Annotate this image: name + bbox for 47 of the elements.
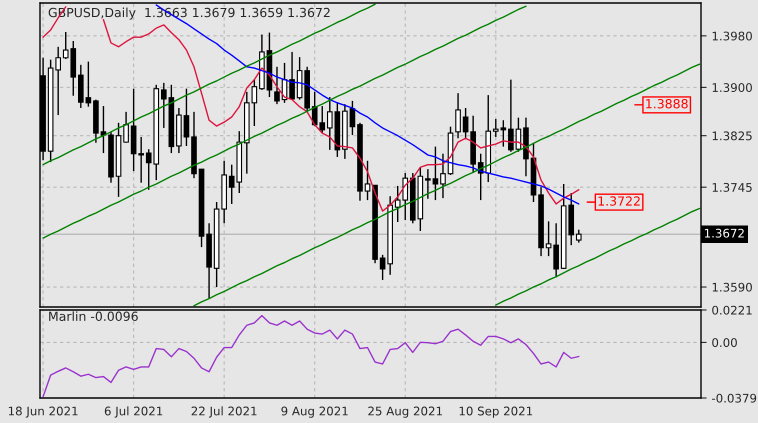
candlestick xyxy=(576,229,582,244)
candlestick xyxy=(492,118,499,138)
y-tick-label: 1.3825 xyxy=(712,131,752,140)
candlestick xyxy=(62,31,69,60)
x-tick-label: 22 Jul 2021 xyxy=(192,406,256,418)
x-tick-label: 6 Jul 2021 xyxy=(104,406,162,418)
candlestick xyxy=(516,116,522,152)
x-tick-label: 10 Sep 2021 xyxy=(460,406,532,418)
line-series xyxy=(495,208,700,306)
candlestick xyxy=(394,185,401,223)
candlestick xyxy=(123,111,129,144)
candlestick xyxy=(350,100,356,136)
y-tick-label: 0.0221 xyxy=(712,306,752,315)
y-tick-label: 0.00 xyxy=(712,338,737,348)
ref-line-label: 1.3672 xyxy=(704,228,744,238)
candlestick xyxy=(553,222,559,278)
candlestick xyxy=(160,82,167,129)
candlestick xyxy=(146,148,152,190)
y-tick-label: 1.3900 xyxy=(712,83,752,92)
line-series xyxy=(42,6,527,239)
candlestick xyxy=(425,168,431,200)
y-tick-label: 1.3980 xyxy=(712,32,752,40)
y-tick-label: -0.0379 xyxy=(712,394,756,403)
candlestick xyxy=(86,60,92,108)
candlestick xyxy=(252,78,258,127)
candlestick xyxy=(432,146,438,201)
chart-title: Marlin -0.0096 xyxy=(49,311,138,321)
line-series xyxy=(193,63,700,306)
y-tick-label: 1.3745 xyxy=(712,182,752,192)
candlestick xyxy=(326,96,333,151)
annotation: 1.3722 xyxy=(598,196,640,206)
x-tick-label: 9 Aug 2021 xyxy=(281,406,348,418)
candlestick xyxy=(228,164,235,205)
candlestick xyxy=(55,46,61,116)
x-tick-label: 18 Jun 2021 xyxy=(8,406,78,418)
candlestick xyxy=(508,78,514,152)
candlestick xyxy=(380,254,386,281)
candlestick xyxy=(138,136,144,184)
line-series xyxy=(42,4,376,166)
candlestick xyxy=(319,105,326,134)
candlestick xyxy=(500,120,506,148)
candlestick xyxy=(546,220,552,257)
y-tick-label: 1.3590 xyxy=(712,282,752,292)
candlestick xyxy=(462,107,468,139)
x-tick-label: 25 Aug 2021 xyxy=(368,406,442,418)
candlestick xyxy=(455,92,461,139)
annotation: 1.3888 xyxy=(646,99,688,108)
